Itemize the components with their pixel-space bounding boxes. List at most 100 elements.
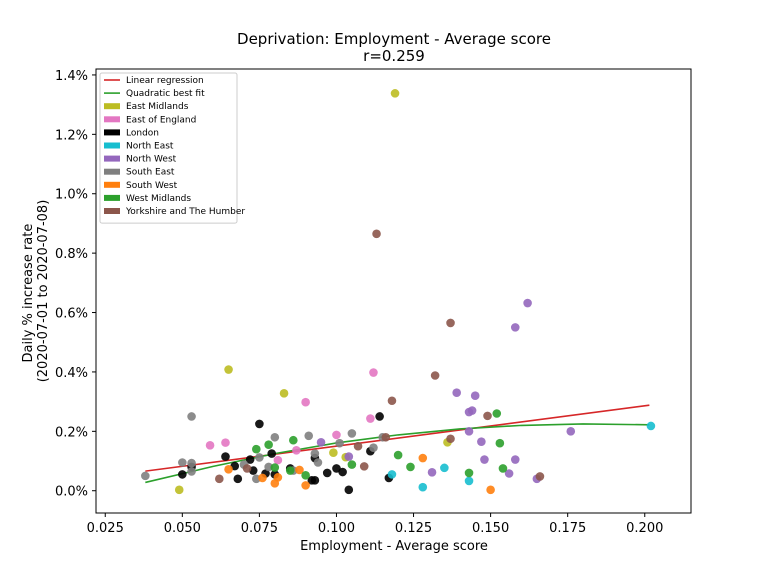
data-point	[464, 427, 474, 436]
data-point	[285, 466, 295, 475]
chart-subtitle: r=0.259	[363, 47, 425, 65]
data-point	[446, 434, 455, 444]
data-point	[252, 444, 261, 454]
data-point	[221, 438, 230, 447]
x-tick-label: 0.050	[164, 521, 201, 536]
data-point	[224, 465, 233, 474]
data-point	[446, 318, 455, 328]
data-point	[245, 455, 255, 464]
y-tick-label: 1.4%	[55, 69, 88, 84]
data-point	[338, 467, 347, 477]
y-tick-label: 0.6%	[55, 307, 88, 322]
data-point	[344, 452, 354, 461]
data-point	[353, 441, 363, 451]
y-axis-label-line-1: Daily % increase rate	[21, 224, 36, 363]
data-point	[224, 365, 233, 374]
y-axis-label: Daily % increase rate (2020-07-01 to 202…	[21, 200, 51, 383]
data-point	[316, 438, 326, 447]
data-point	[369, 368, 378, 377]
data-point	[452, 388, 461, 398]
legend: Linear regression Quadratic best fit East …	[99, 72, 245, 224]
data-point	[406, 462, 415, 472]
data-point	[301, 481, 310, 490]
data-point	[141, 471, 150, 481]
data-point	[304, 431, 314, 441]
data-point	[535, 472, 545, 481]
data-point	[313, 458, 323, 467]
legend-label: Linear regression	[126, 76, 204, 86]
x-tick-label: 0.100	[318, 521, 355, 536]
legend-patch-swatch	[104, 168, 120, 175]
data-point	[205, 440, 215, 450]
y-tick-label: 1.2%	[55, 128, 88, 143]
y-axis-label-line-2: (2020-07-01 to 2020-07-08)	[36, 200, 51, 383]
legend-label: Quadratic best fit	[126, 89, 205, 99]
data-point	[366, 414, 375, 423]
data-point	[418, 453, 428, 463]
data-point	[329, 448, 338, 458]
data-point	[427, 468, 437, 477]
data-point	[335, 438, 344, 448]
y-tick-label: 0.2%	[55, 425, 88, 440]
data-point	[264, 440, 273, 449]
data-point	[566, 427, 576, 436]
y-tick-label: 0.0%	[55, 485, 88, 500]
data-point	[486, 485, 495, 495]
data-point	[359, 462, 369, 471]
data-point	[344, 485, 354, 495]
x-tick-label: 0.125	[395, 521, 432, 536]
legend-patch-swatch	[104, 103, 120, 110]
data-point	[332, 430, 341, 440]
data-point	[187, 458, 196, 468]
data-point	[270, 463, 280, 472]
legend-label: West Midlands	[126, 194, 191, 204]
data-point	[483, 411, 492, 421]
legend-patch-swatch	[104, 129, 120, 136]
data-point	[495, 438, 505, 448]
data-point	[215, 474, 224, 484]
data-point	[178, 470, 187, 479]
legend-label: South East	[126, 168, 175, 178]
data-point	[187, 467, 196, 476]
legend-label: North West	[126, 155, 177, 165]
data-point	[295, 465, 304, 475]
data-point	[387, 470, 397, 479]
x-tick-label: 0.175	[549, 521, 586, 536]
data-point	[233, 474, 243, 484]
data-point	[477, 437, 486, 447]
data-point	[347, 429, 357, 438]
fit-line	[145, 404, 650, 472]
data-point	[646, 421, 656, 431]
x-tick-label: 0.150	[472, 521, 509, 536]
legend-box	[99, 72, 238, 224]
legend-patch-swatch	[104, 155, 120, 162]
legend-patch-swatch	[104, 181, 120, 188]
data-point	[418, 482, 428, 492]
data-point	[270, 432, 280, 442]
data-point	[464, 468, 474, 478]
data-point	[381, 432, 391, 442]
data-point	[470, 391, 480, 400]
data-point	[292, 446, 301, 455]
data-point	[310, 449, 320, 458]
legend-patch-swatch	[104, 116, 120, 123]
data-point	[322, 468, 332, 478]
legend-patch-swatch	[104, 194, 120, 201]
data-point	[523, 298, 532, 308]
data-point	[178, 458, 187, 467]
data-point	[430, 371, 440, 380]
data-point	[510, 455, 520, 464]
data-point	[504, 469, 514, 478]
y-tick-label: 0.4%	[55, 366, 88, 381]
data-point	[273, 455, 283, 465]
legend-label: East of England	[126, 115, 196, 125]
data-point	[279, 389, 289, 398]
data-point	[492, 409, 502, 418]
data-point	[273, 473, 283, 482]
data-point	[498, 464, 508, 473]
data-point	[187, 412, 196, 421]
data-point	[393, 450, 403, 460]
data-point	[258, 473, 267, 483]
data-point	[174, 485, 184, 495]
